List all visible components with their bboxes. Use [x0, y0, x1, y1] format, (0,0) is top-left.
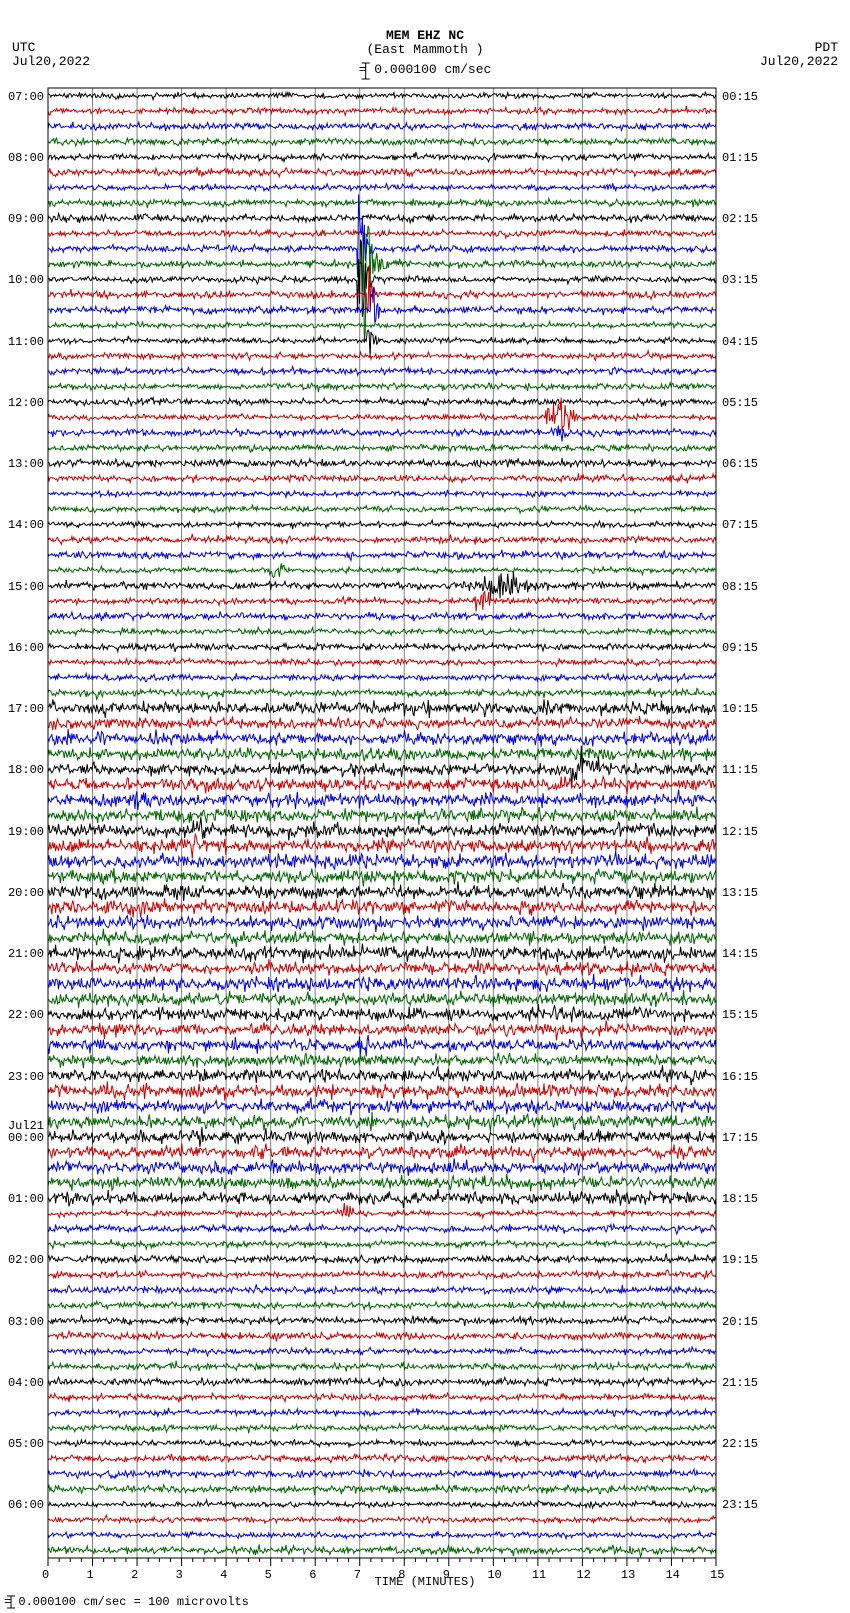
pdt-time-label: 21:15 — [722, 1376, 758, 1390]
x-tick: 14 — [665, 1568, 679, 1582]
pdt-time-label: 10:15 — [722, 702, 758, 716]
pdt-time-label: 02:15 — [722, 212, 758, 226]
utc-time-label: 06:00 — [8, 1498, 44, 1512]
pdt-time-label: 22:15 — [722, 1437, 758, 1451]
pdt-time-label: 20:15 — [722, 1315, 758, 1329]
utc-time-label: 19:00 — [8, 825, 44, 839]
x-tick: 3 — [176, 1568, 183, 1582]
pdt-time-label: 16:15 — [722, 1070, 758, 1084]
pdt-time-label: 23:15 — [722, 1498, 758, 1512]
utc-time-label: 16:00 — [8, 641, 44, 655]
utc-time-label: 02:00 — [8, 1253, 44, 1267]
x-tick: 11 — [532, 1568, 546, 1582]
x-tick: 5 — [265, 1568, 272, 1582]
utc-time-label: 04:00 — [8, 1376, 44, 1390]
utc-time-label: 22:00 — [8, 1008, 44, 1022]
pdt-time-label: 01:15 — [722, 151, 758, 165]
pdt-time-label: 18:15 — [722, 1192, 758, 1206]
utc-time-label: 05:00 — [8, 1437, 44, 1451]
utc-time-label: 17:00 — [8, 702, 44, 716]
x-tick: 7 — [354, 1568, 361, 1582]
utc-time-label: 01:00 — [8, 1192, 44, 1206]
x-tick: 4 — [220, 1568, 227, 1582]
pdt-time-label: 12:15 — [722, 825, 758, 839]
x-tick: 13 — [621, 1568, 635, 1582]
utc-time-label: 08:00 — [8, 151, 44, 165]
x-tick: 6 — [309, 1568, 316, 1582]
utc-time-label: 14:00 — [8, 518, 44, 532]
utc-time-label: 10:00 — [8, 273, 44, 287]
pdt-time-label: 14:15 — [722, 947, 758, 961]
x-tick: 8 — [398, 1568, 405, 1582]
x-tick: 2 — [131, 1568, 138, 1582]
pdt-time-label: 04:15 — [722, 335, 758, 349]
x-tick: 0 — [42, 1568, 49, 1582]
seismogram-svg — [0, 0, 850, 1613]
pdt-time-label: 13:15 — [722, 886, 758, 900]
utc-time-label: 03:00 — [8, 1315, 44, 1329]
pdt-time-label: 06:15 — [722, 457, 758, 471]
x-tick: 9 — [443, 1568, 450, 1582]
x-tick: 12 — [576, 1568, 590, 1582]
pdt-time-label: 15:15 — [722, 1008, 758, 1022]
pdt-time-label: 05:15 — [722, 396, 758, 410]
seismogram-plot: MEM EHZ NC (East Mammoth ) = 0.000100 cm… — [0, 0, 850, 1613]
utc-time-label: 23:00 — [8, 1070, 44, 1084]
x-tick: 10 — [487, 1568, 501, 1582]
utc-time-label: 09:00 — [8, 212, 44, 226]
utc-time-label: 18:00 — [8, 763, 44, 777]
pdt-time-label: 00:15 — [722, 90, 758, 104]
pdt-time-label: 11:15 — [722, 763, 758, 777]
x-axis-title: TIME (MINUTES) — [375, 1575, 476, 1589]
utc-time-label: 12:00 — [8, 396, 44, 410]
pdt-time-label: 19:15 — [722, 1253, 758, 1267]
utc-time-label: 11:00 — [8, 335, 44, 349]
pdt-time-label: 17:15 — [722, 1131, 758, 1145]
utc-time-label: 13:00 — [8, 457, 44, 471]
utc-time-label: 15:00 — [8, 580, 44, 594]
utc-time-label: 20:00 — [8, 886, 44, 900]
footer-text: = 0.000100 cm/sec = 100 microvolts — [4, 1595, 249, 1609]
x-tick: 1 — [87, 1568, 94, 1582]
pdt-time-label: 09:15 — [722, 641, 758, 655]
pdt-time-label: 08:15 — [722, 580, 758, 594]
utc-time-label: 21:00 — [8, 947, 44, 961]
pdt-time-label: 07:15 — [722, 518, 758, 532]
utc-time-label: 00:00 — [8, 1131, 44, 1145]
footer-scale: = 0.000100 cm/sec = 100 microvolts — [4, 1595, 249, 1609]
x-tick: 15 — [710, 1568, 724, 1582]
utc-time-label: 07:00 — [8, 90, 44, 104]
pdt-time-label: 03:15 — [722, 273, 758, 287]
